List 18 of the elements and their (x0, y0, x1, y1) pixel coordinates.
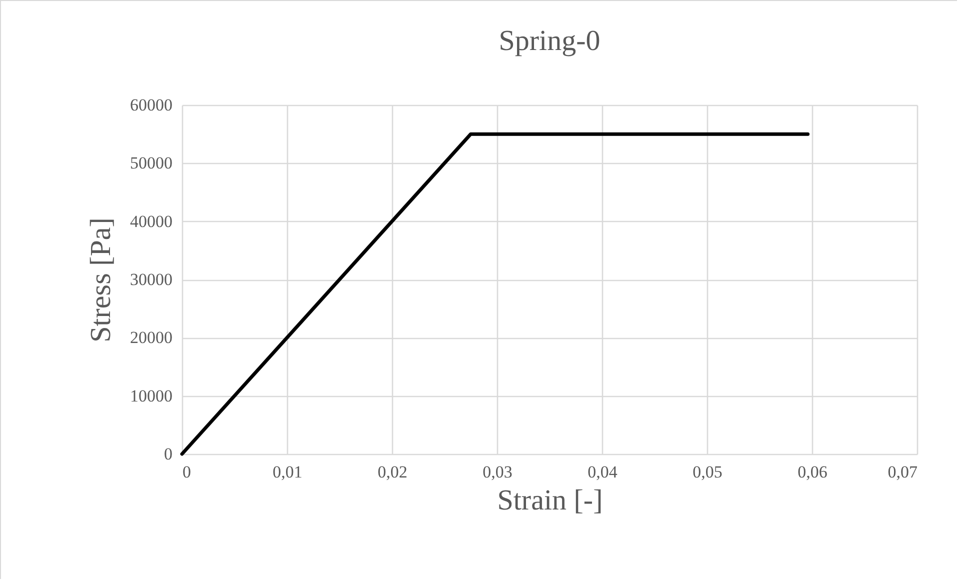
x-tick-label: 0,07 (888, 462, 918, 482)
x-tick-label: 0,06 (798, 462, 828, 482)
y-axis-title: Stress [Pa] (85, 218, 117, 342)
y-tick-label: 40000 (130, 212, 172, 231)
y-tick-label: 30000 (130, 270, 172, 289)
x-tick-label: 0,01 (272, 462, 302, 482)
y-tick-label: 50000 (130, 154, 172, 173)
x-tick-label: 0,04 (588, 462, 618, 482)
x-tick-label: 0,05 (692, 462, 722, 482)
y-tick-label: 0 (164, 444, 172, 464)
x-tick-label: 0,03 (482, 462, 512, 482)
y-tick-label: 10000 (130, 386, 172, 406)
x-tick-label: 0,02 (378, 462, 408, 482)
chart-title: Spring-0 (498, 25, 600, 57)
x-tick-label: 0 (182, 462, 191, 482)
y-tick-label: 20000 (130, 328, 172, 348)
x-axis-title: Strain [-] (497, 484, 603, 516)
y-tick-label: 60000 (130, 96, 172, 114)
